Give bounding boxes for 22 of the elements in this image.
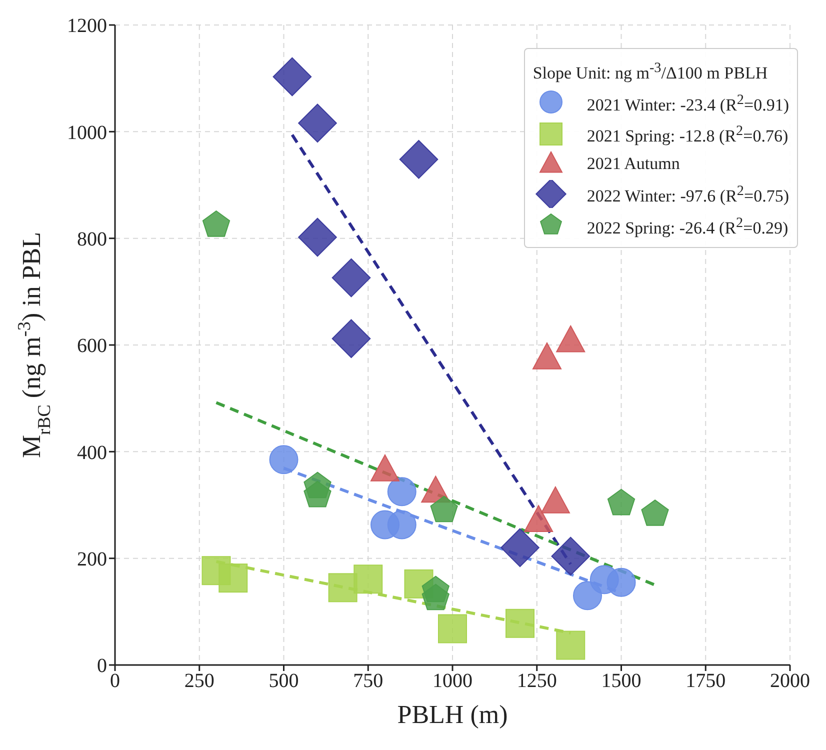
y-tick-label: 800 bbox=[77, 228, 107, 250]
x-tick-label: 250 bbox=[184, 670, 214, 692]
y-tick-label: 600 bbox=[77, 335, 107, 358]
x-tick-label: 2000 bbox=[770, 670, 810, 692]
legend-label: 2021 Autumn bbox=[586, 153, 680, 176]
x-tick-label: 500 bbox=[268, 670, 299, 692]
y-tick-label: 200 bbox=[77, 548, 107, 570]
legend-label: 2021 Spring: -12.8 (R$^{2}$=0.76) bbox=[586, 122, 788, 148]
x-tick-label: 1000 bbox=[432, 670, 472, 692]
legend-label: 2022 Winter: -97.6 (R$^{2}$=0.75) bbox=[586, 182, 789, 208]
y-tick-label: 400 bbox=[77, 442, 107, 464]
x-tick-label: 1500 bbox=[601, 670, 642, 692]
x-axis-title: PBLH (m) bbox=[397, 700, 508, 729]
y-tick-label: 1000 bbox=[67, 122, 107, 144]
x-tick-label: 1750 bbox=[686, 670, 726, 692]
legend-label: 2021 Winter: -23.4 (R$^{2}$=0.91) bbox=[586, 90, 789, 116]
x-tick-label: 750 bbox=[353, 670, 384, 692]
legend-title: Slope Unit: ng m$^{-3}$/Δ100 m PBLH bbox=[532, 59, 769, 85]
legend-label: 2022 Spring: -26.4 (R$^{2}$=0.29) bbox=[586, 214, 788, 240]
x-tick-label: 1250 bbox=[516, 670, 557, 692]
y-tick-label: 0 bbox=[97, 655, 107, 678]
y-tick-label: 1200 bbox=[67, 15, 107, 38]
